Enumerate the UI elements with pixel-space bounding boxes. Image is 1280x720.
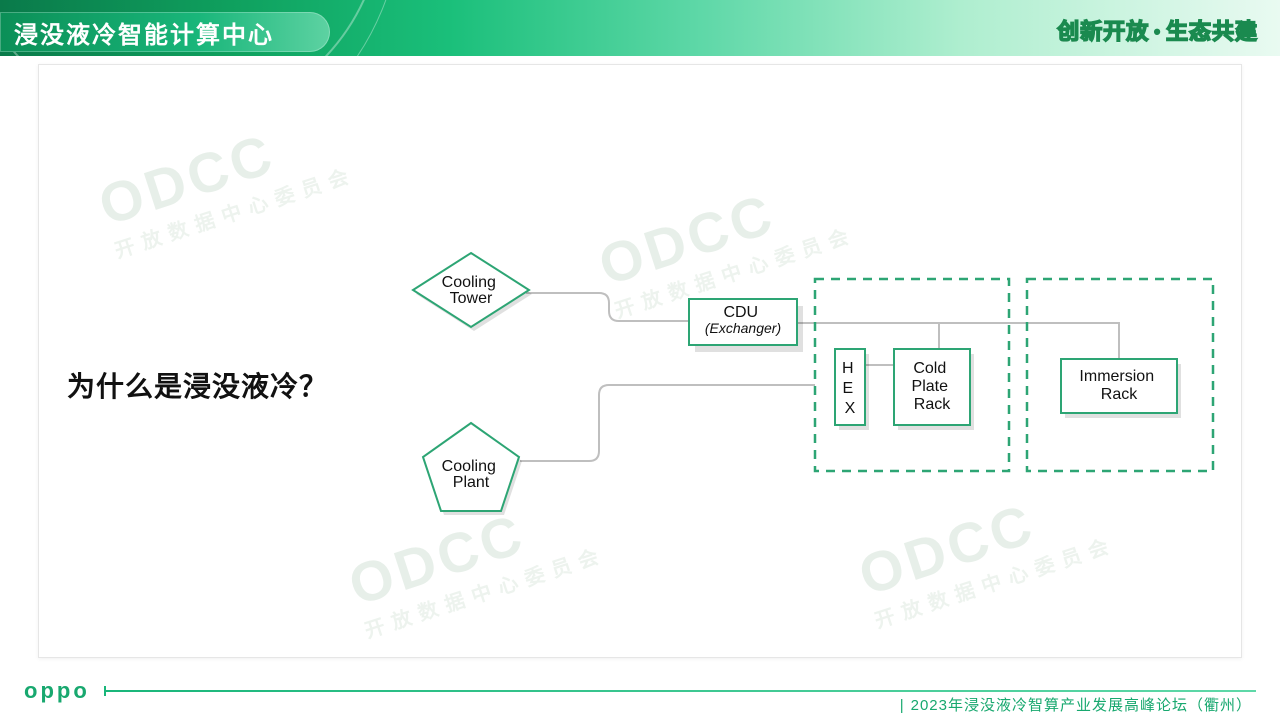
node-cdu: CDU (Exchanger) [689,299,803,352]
connector-cdu-rail-a [797,323,939,341]
page-title: 浸没液冷智能计算中心 [0,12,330,52]
node-cold-plate-rack-label: Cold Plate Rack [912,360,953,413]
content-card: ODCC 开放数据中心委员会 ODCC 开放数据中心委员会 ODCC 开放数据中… [38,64,1242,658]
brand-logo: oppo [24,678,90,704]
slogan-part-a: 创新开放 [1057,19,1149,44]
node-cooling-tower-label: Cooling Tower [442,274,501,307]
header-banner: 浸没液冷智能计算中心 创新开放•生态共建 [0,0,1280,56]
node-cooling-tower: Cooling Tower [413,253,532,331]
cooling-diagram: Cooling Tower Cooling Plant CDU (Exchang… [39,65,1243,659]
node-immersion-rack: Immersion Rack [1061,359,1181,418]
page-title-text: 浸没液冷智能计算中心 [14,15,274,50]
connector-plant-group [520,385,815,461]
footer-event-text: 2023年浸没液冷智算产业发展高峰论坛（衢州） [911,697,1252,714]
node-cold-plate-rack: Cold Plate Rack [894,349,974,430]
connector-tower-cdu [526,293,689,321]
slogan-dot: • [1153,19,1162,44]
footer-divider [106,690,1256,692]
node-cooling-plant: Cooling Plant [423,423,522,515]
node-hex: H E X [835,349,869,430]
footer-event: |2023年浸没液冷智算产业发展高峰论坛（衢州） [900,694,1252,715]
footer: oppo |2023年浸没液冷智算产业发展高峰论坛（衢州） [0,680,1280,720]
header-slogan: 创新开放•生态共建 [1057,14,1258,46]
slogan-part-b: 生态共建 [1166,19,1258,44]
